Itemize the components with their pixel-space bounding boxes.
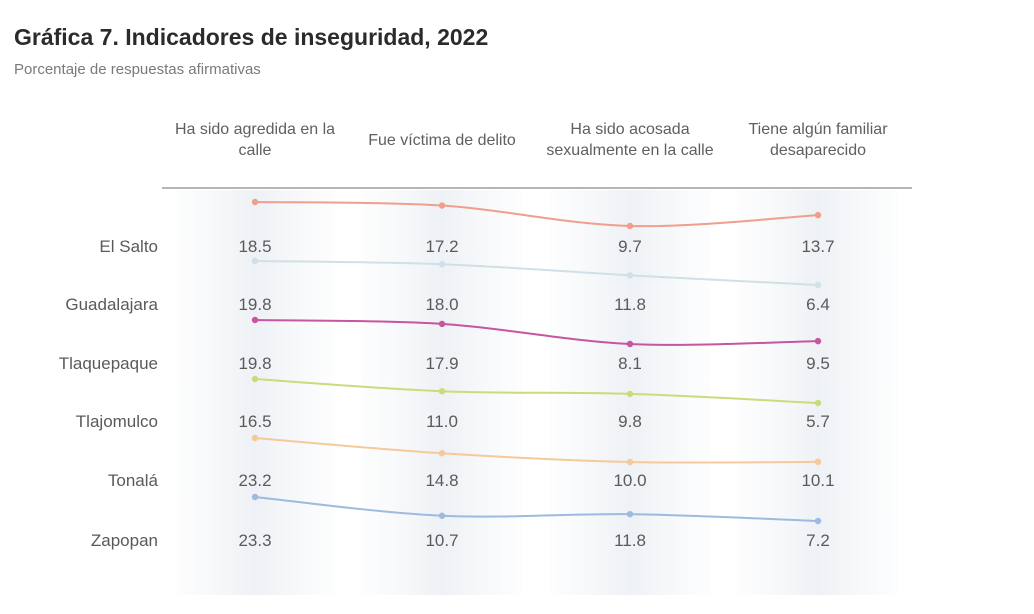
chart-subtitle: Porcentaje de respuestas afirmativas	[14, 61, 261, 78]
column-header: Fue víctima de delito	[347, 104, 537, 176]
data-point	[814, 458, 822, 466]
data-point	[814, 281, 822, 289]
data-point	[814, 399, 822, 407]
data-point	[626, 458, 634, 466]
data-point	[626, 510, 634, 518]
data-value: 9.5	[806, 354, 830, 373]
data-point	[814, 211, 822, 219]
data-point	[438, 388, 446, 395]
data-value: 8.1	[618, 354, 642, 373]
series-line	[254, 378, 819, 404]
data-value: 23.3	[238, 531, 272, 550]
data-value: 9.8	[618, 412, 642, 431]
series-line	[254, 496, 819, 522]
data-value: 17.9	[425, 354, 459, 373]
series-line	[254, 437, 819, 464]
column-header: Ha sido agredida en la calle	[160, 104, 350, 176]
data-value: 11.8	[614, 295, 646, 314]
data-value: 11.8	[614, 531, 646, 550]
data-value: 18.5	[238, 237, 272, 256]
row-label: Zapopan	[90, 531, 158, 550]
row-label: Guadalajara	[65, 295, 158, 314]
data-value: 14.8	[425, 471, 459, 490]
data-point	[251, 316, 259, 324]
data-point	[626, 340, 634, 348]
column-header-label: Ha sido acosada sexualmente en la calle	[546, 121, 714, 159]
row-label: El Salto	[99, 237, 158, 256]
series-line	[254, 201, 819, 228]
row-label: Tlajomulco	[75, 412, 158, 431]
data-point	[251, 434, 259, 442]
data-point	[251, 375, 259, 383]
data-value: 11.0	[426, 412, 458, 431]
column-header: Tiene algún familiar desaparecido	[723, 104, 913, 176]
data-point	[438, 320, 446, 328]
data-value: 10.0	[613, 471, 647, 490]
column-band	[175, 190, 335, 595]
column-header-label: Fue víctima de delito	[368, 131, 516, 149]
data-value: 17.2	[425, 237, 459, 256]
row-label: Tonalá	[107, 471, 158, 490]
data-point	[814, 337, 822, 345]
data-point	[438, 202, 446, 209]
data-value: 7.2	[806, 531, 830, 550]
data-value: 19.8	[238, 295, 272, 314]
column-band	[738, 190, 898, 595]
column-header-label: Ha sido agredida en la calle	[174, 121, 336, 159]
chart-title: Gráfica 7. Indicadores de inseguridad, 2…	[14, 24, 489, 50]
data-point	[251, 198, 259, 206]
data-point	[251, 257, 259, 265]
column-header: Ha sido acosada sexualmente en la calle	[535, 104, 725, 176]
data-point	[438, 450, 446, 457]
data-value: 13.7	[801, 237, 835, 256]
row-label: Tlaquepaque	[58, 354, 158, 373]
data-point	[626, 390, 634, 398]
data-point	[438, 261, 446, 268]
data-value: 19.8	[238, 354, 272, 373]
data-value: 23.2	[238, 471, 272, 490]
data-value: 10.7	[425, 531, 459, 550]
data-point	[626, 222, 634, 230]
data-point	[626, 272, 634, 279]
data-value: 16.5	[238, 412, 272, 431]
data-value: 5.7	[806, 412, 830, 431]
data-point	[438, 512, 446, 519]
data-value: 9.7	[618, 237, 642, 256]
column-header-label: Tiene algún familiar desaparecido	[748, 121, 888, 159]
data-value: 6.4	[806, 295, 830, 314]
data-point	[251, 493, 259, 501]
series-line	[254, 260, 819, 286]
data-value: 18.0	[425, 295, 459, 314]
data-point	[814, 517, 822, 525]
series-line	[254, 319, 819, 346]
data-value: 10.1	[801, 471, 835, 490]
